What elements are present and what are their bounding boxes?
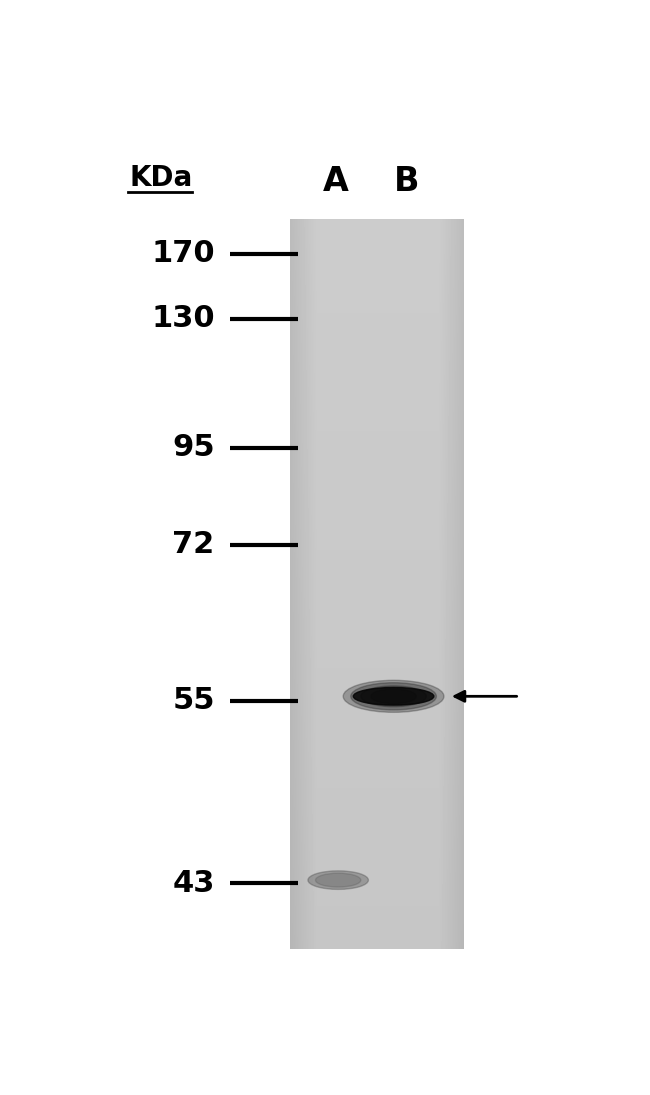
Text: 95: 95: [172, 434, 214, 462]
Ellipse shape: [315, 873, 361, 887]
Ellipse shape: [343, 680, 444, 713]
Text: 72: 72: [172, 530, 214, 560]
Ellipse shape: [361, 685, 426, 706]
Text: 130: 130: [151, 304, 214, 333]
Ellipse shape: [308, 871, 369, 889]
Text: 43: 43: [172, 869, 214, 898]
Ellipse shape: [354, 688, 434, 705]
Text: 55: 55: [172, 687, 214, 715]
Text: 170: 170: [151, 239, 214, 268]
Ellipse shape: [371, 689, 416, 703]
Text: A: A: [322, 165, 348, 198]
Text: B: B: [393, 165, 419, 198]
Ellipse shape: [351, 682, 436, 710]
Text: KDa: KDa: [129, 164, 192, 192]
